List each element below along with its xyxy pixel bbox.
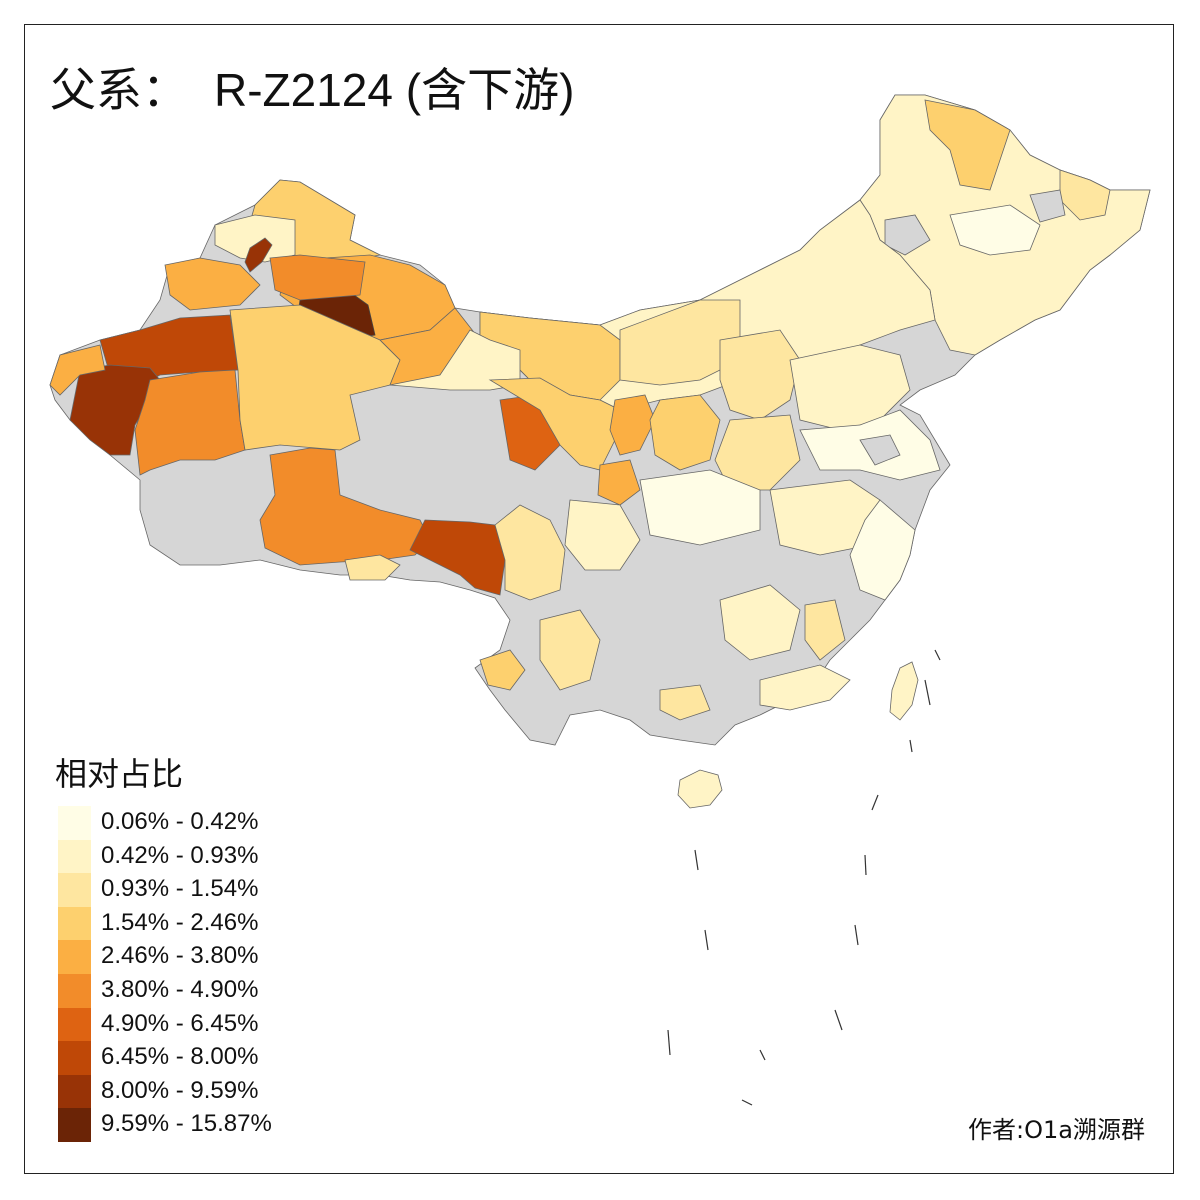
region-sichuan-w bbox=[494, 504, 566, 601]
region-central-a bbox=[639, 469, 761, 546]
region-jiangxi bbox=[804, 599, 846, 661]
legend-label: 1.54% - 2.46% bbox=[101, 908, 259, 936]
region-hainan bbox=[677, 769, 723, 809]
legend-title: 相对占比 bbox=[55, 755, 184, 793]
region-northeast-c bbox=[949, 204, 1041, 256]
legend-label: 8.00% - 9.59% bbox=[101, 1076, 259, 1104]
region-xinjiang-dark-strip bbox=[244, 237, 273, 273]
legend-swatch bbox=[58, 973, 91, 1008]
legend-label: 0.42% - 0.93% bbox=[101, 841, 259, 869]
legend-swatch bbox=[58, 906, 91, 941]
legend-label: 3.80% - 4.90% bbox=[101, 975, 259, 1003]
region-taiwan bbox=[889, 661, 919, 721]
region-xinjiang-yarkand bbox=[134, 369, 246, 476]
legend-swatch bbox=[58, 806, 91, 840]
legend-label: 2.46% - 3.80% bbox=[101, 942, 259, 970]
region-xinjiang-kashgar bbox=[69, 364, 161, 456]
region-yunnan-b bbox=[479, 649, 526, 691]
legend-swatch bbox=[58, 940, 91, 974]
region-northchina-b bbox=[789, 344, 911, 431]
legend-swatch bbox=[58, 873, 91, 907]
region-xinjiang-orange-n bbox=[269, 254, 366, 301]
region-northeast-gap bbox=[1029, 189, 1066, 223]
region-northchina-a bbox=[719, 329, 801, 421]
legend-swatch bbox=[58, 1074, 91, 1109]
legend-label: 9.59% - 15.87% bbox=[101, 1110, 272, 1138]
region-northeast-gap2 bbox=[884, 214, 931, 256]
map-title: 父系： R-Z2124 (含下游) bbox=[50, 62, 574, 118]
legend-swatch bbox=[58, 839, 91, 874]
region-ningxia bbox=[609, 394, 656, 456]
legend-label: 6.45% - 8.00% bbox=[101, 1043, 259, 1071]
legend-swatch bbox=[58, 1007, 91, 1042]
region-shandong-gap bbox=[859, 434, 901, 466]
legend-label: 4.90% - 6.45% bbox=[101, 1009, 259, 1037]
region-shaanxi-n bbox=[649, 394, 721, 471]
map-frame bbox=[24, 24, 1174, 1174]
legend-swatch bbox=[58, 1108, 91, 1142]
region-xinjiang-sw-tip bbox=[49, 344, 106, 396]
region-guangxi-spot bbox=[659, 684, 711, 721]
south-china-sea-islands bbox=[667, 649, 941, 1106]
title-prefix: 父系： bbox=[50, 63, 188, 117]
title-haplogroup: R-Z2124 (含下游) bbox=[214, 64, 575, 116]
region-tibet-west bbox=[259, 447, 431, 566]
region-northeast-b bbox=[924, 99, 1011, 191]
region-guangdong bbox=[759, 664, 851, 711]
region-xinjiang-ili bbox=[164, 257, 261, 311]
legend-label: 0.93% - 1.54% bbox=[101, 875, 259, 903]
region-hunan bbox=[719, 584, 801, 661]
region-qinghai-north bbox=[389, 329, 521, 391]
region-tibet-east bbox=[409, 519, 506, 596]
region-tibet-south bbox=[344, 554, 401, 581]
region-sichuan-e bbox=[564, 499, 641, 571]
region-yunnan-a bbox=[539, 609, 601, 691]
region-shaanxi-s bbox=[597, 459, 641, 506]
region-east-coast bbox=[849, 499, 916, 601]
region-gansu bbox=[488, 377, 621, 471]
author-credit: 作者:O1a溯源群 bbox=[968, 1116, 1145, 1144]
legend-label: 0.06% - 0.42% bbox=[101, 808, 259, 835]
legend-swatch bbox=[58, 1041, 91, 1075]
